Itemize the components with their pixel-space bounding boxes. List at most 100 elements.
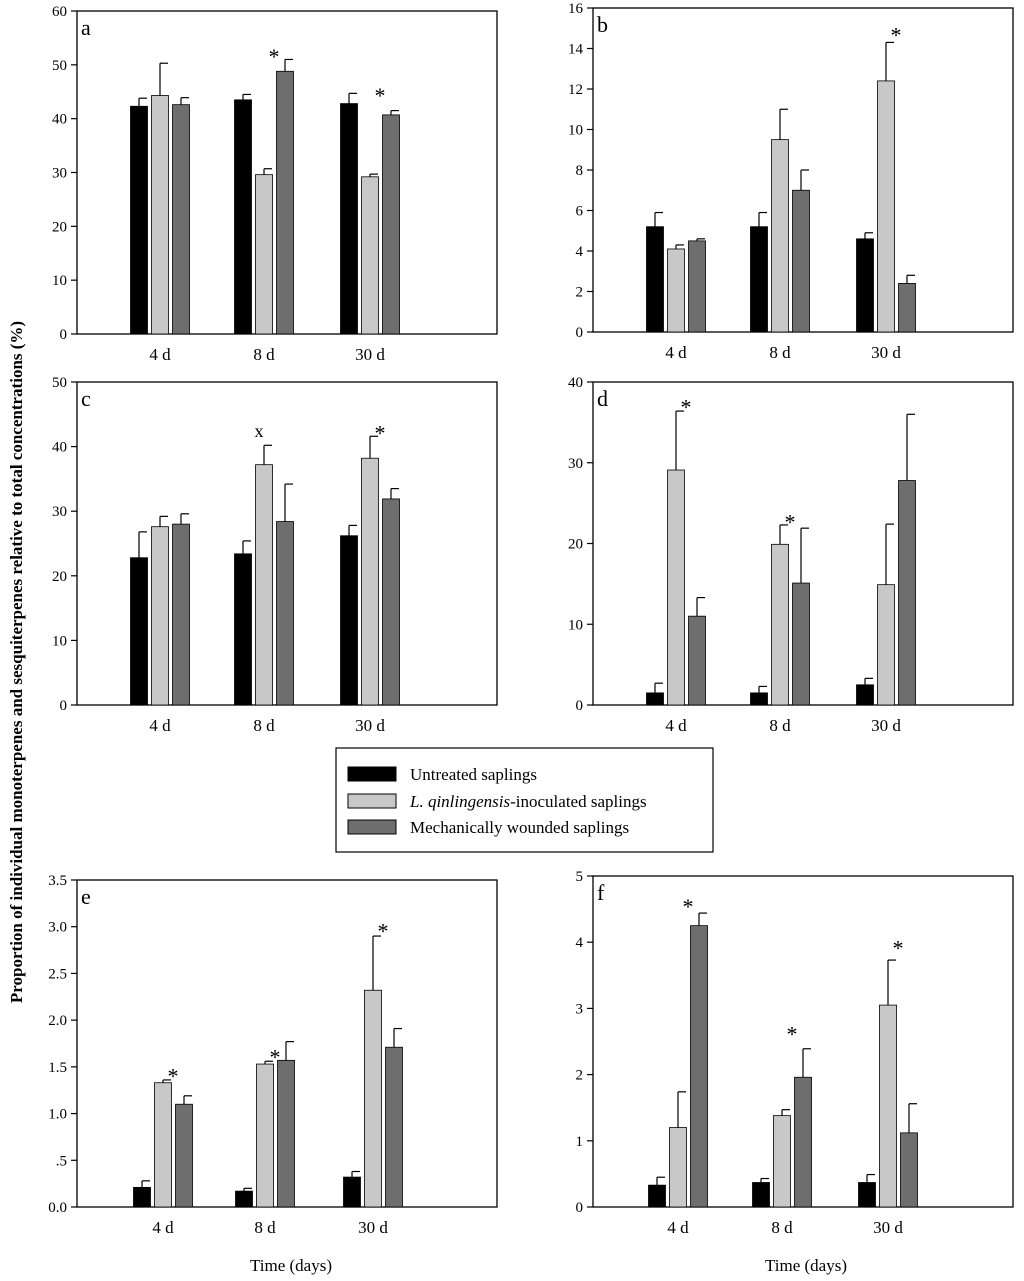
panel-e-xtick-label: 4 d — [152, 1218, 174, 1237]
panel-e-ytick-label: 3.5 — [48, 873, 67, 889]
bar-untreated — [856, 684, 874, 706]
panel-e-ytick-label: .5 — [56, 1153, 67, 1169]
panel-e-ytick-label: 2.5 — [48, 966, 67, 982]
bar-inoculated — [364, 989, 382, 1208]
bar-inoculated — [255, 174, 273, 335]
significance-marker: * — [375, 83, 386, 108]
panel-f-xtick-label: 8 d — [771, 1218, 793, 1237]
panel-c-ytick-label: 30 — [52, 504, 67, 520]
panel-c-ytick-label: 40 — [52, 440, 67, 456]
legend-swatch-wounded — [347, 819, 397, 835]
significance-marker: x — [255, 421, 264, 441]
panel-a-ytick-label: 30 — [52, 166, 67, 182]
bar-untreated — [340, 535, 358, 706]
panel-d-xtick-label: 8 d — [769, 716, 791, 735]
significance-marker: * — [891, 22, 902, 47]
panel-a-ytick-label: 40 — [52, 112, 67, 128]
bar-inoculated — [879, 1004, 897, 1208]
significance-marker: * — [270, 1045, 281, 1070]
bar-wounded — [382, 114, 400, 335]
panel-a-letter: a — [81, 15, 91, 40]
legend-label-wounded: Mechanically wounded saplings — [410, 818, 629, 837]
significance-marker: * — [375, 420, 386, 445]
y-axis-title: Proportion of individual monoterpenes an… — [7, 321, 26, 1003]
bar-wounded — [688, 240, 706, 333]
panel-e-ytick-label: 1.5 — [48, 1060, 67, 1076]
significance-marker: * — [787, 1022, 798, 1047]
bar-wounded — [898, 480, 916, 706]
panel-c: c 0 10 20 30 40 50 4 d 8 d 30 d x * — [52, 375, 498, 735]
bar-wounded — [690, 925, 708, 1208]
bar-wounded — [898, 282, 916, 333]
panel-c-xtick-label: 30 d — [355, 716, 385, 735]
panel-d-ytick-label: 30 — [568, 456, 583, 472]
panel-b-ytick-label: 6 — [576, 204, 584, 220]
panel-e-xtick-label: 8 d — [254, 1218, 276, 1237]
panel-a-xtick-label: 4 d — [149, 345, 171, 364]
bar-wounded — [172, 104, 190, 335]
panel-b-ytick-label: 10 — [568, 123, 583, 139]
panel-e-ytick-label: 1.0 — [48, 1107, 67, 1123]
bar-untreated — [646, 226, 664, 333]
bar-untreated — [130, 557, 148, 706]
panel-c-ytick-label: 20 — [52, 569, 67, 585]
panel-a-ytick-label: 60 — [52, 4, 67, 20]
panel-e-ytick-label: 0.0 — [48, 1200, 67, 1216]
bar-wounded — [175, 1103, 193, 1208]
bar-untreated — [648, 1184, 666, 1208]
legend-label-inoculated: L. qinlingensis-inoculated saplings — [409, 792, 647, 811]
panel-d: d 0 10 20 30 40 4 d 8 d 30 d * * — [568, 375, 1014, 735]
bar-inoculated — [773, 1115, 791, 1208]
panel-f-x-axis-title: Time (days) — [765, 1256, 847, 1275]
bar-wounded — [792, 189, 810, 333]
legend-label-inoculated-species: L. qinlingensis — [409, 792, 511, 811]
panel-c-letter: c — [81, 386, 91, 411]
bar-wounded — [792, 582, 810, 706]
bar-untreated — [750, 226, 768, 333]
significance-marker: * — [683, 894, 694, 919]
legend-swatch-inoculated — [347, 793, 397, 809]
panel-b-ytick-label: 4 — [576, 244, 584, 260]
panel-a-ytick-label: 0 — [60, 327, 68, 343]
significance-marker: * — [168, 1063, 179, 1088]
panel-b-letter: b — [597, 12, 608, 37]
bar-untreated — [858, 1182, 876, 1208]
panel-b-xtick-label: 30 d — [871, 343, 901, 362]
panel-d-ytick-label: 10 — [568, 617, 583, 633]
panel-e-ytick-label: 2.0 — [48, 1013, 67, 1029]
bar-inoculated — [877, 584, 895, 706]
bar-untreated — [752, 1182, 770, 1208]
panel-b-xtick-label: 4 d — [665, 343, 687, 362]
significance-marker: * — [269, 44, 280, 69]
panel-f-ytick-label: 4 — [576, 935, 584, 951]
panel-b-ytick-label: 8 — [576, 163, 584, 179]
bar-untreated — [130, 105, 148, 335]
panel-c-xtick-label: 8 d — [253, 716, 275, 735]
panel-a-ytick-label: 50 — [52, 58, 67, 74]
bar-wounded — [276, 521, 294, 706]
legend-box — [335, 747, 714, 853]
bar-wounded — [382, 498, 400, 706]
legend-label-untreated: Untreated saplings — [410, 765, 537, 784]
significance-marker: * — [785, 509, 796, 534]
panel-e: e 0.0 .5 1.0 1.5 2.0 2.5 3.0 3.5 4 d 8 d 30 d * * * Tim… — [48, 873, 498, 1275]
panel-f-ytick-label: 2 — [576, 1068, 584, 1084]
panel-e-ytick-label: 3.0 — [48, 920, 67, 936]
panel-d-xtick-label: 4 d — [665, 716, 687, 735]
panel-f-ytick-label: 0 — [576, 1200, 584, 1216]
bar-inoculated — [667, 248, 685, 333]
bar-untreated — [750, 692, 768, 706]
panel-e-xtick-label: 30 d — [358, 1218, 388, 1237]
panel-d-ytick-label: 0 — [576, 698, 584, 714]
panel-a-ytick-label: 10 — [52, 273, 67, 289]
panel-d-letter: d — [597, 386, 608, 411]
legend: Untreated saplings L. qinlingensis-inocu… — [335, 747, 714, 853]
panel-b-ytick-label: 2 — [576, 285, 584, 301]
panel-f-ytick-label: 1 — [576, 1134, 584, 1150]
bar-wounded — [276, 70, 294, 335]
panel-c-ytick-label: 0 — [60, 698, 68, 714]
bar-wounded — [172, 523, 190, 706]
panel-e-x-axis-title: Time (days) — [250, 1256, 332, 1275]
bar-inoculated — [151, 95, 169, 335]
bar-untreated — [646, 692, 664, 706]
